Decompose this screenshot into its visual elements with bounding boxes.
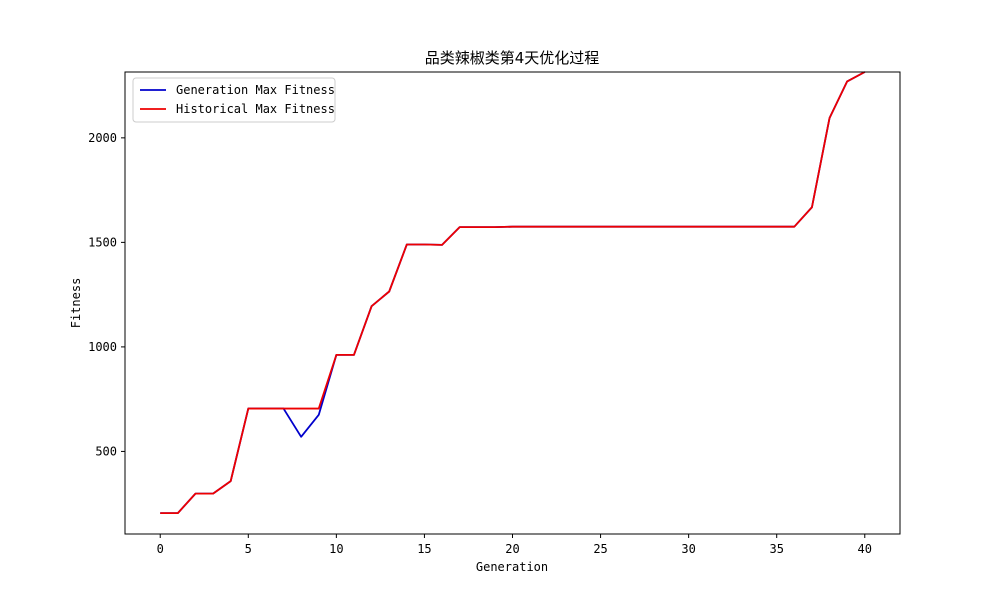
legend-label-historical-max: Historical Max Fitness [176,102,335,116]
x-tick-label: 25 [593,542,607,556]
y-tick-label: 500 [95,444,117,458]
y-axis: 500 1000 1500 2000 [88,131,125,458]
y-tick-label: 1500 [88,235,117,249]
x-tick-label: 35 [769,542,783,556]
x-tick-label: 0 [157,542,164,556]
legend-box [132,77,336,123]
x-tick-label: 30 [681,542,695,556]
x-tick-label: 10 [329,542,343,556]
x-tick-label: 15 [417,542,431,556]
x-axis-label: Generation [476,560,548,574]
y-tick-label: 1000 [88,340,117,354]
x-tick-label: 5 [245,542,252,556]
x-axis: 0 5 10 15 20 25 30 35 40 [157,534,872,556]
chart-title: 品类辣椒类第4天优化过程 [425,49,600,67]
y-axis-label: Fitness [69,278,83,329]
x-tick-label: 40 [858,542,872,556]
y-tick-label: 2000 [88,131,117,145]
plot-series [160,71,866,514]
series-line-historical-max [160,71,866,514]
legend: Generation Max Fitness Historical Max Fi… [132,77,336,123]
legend-label-generation-max: Generation Max Fitness [176,83,335,97]
plot-frame [124,71,901,535]
x-tick-label: 20 [505,542,519,556]
